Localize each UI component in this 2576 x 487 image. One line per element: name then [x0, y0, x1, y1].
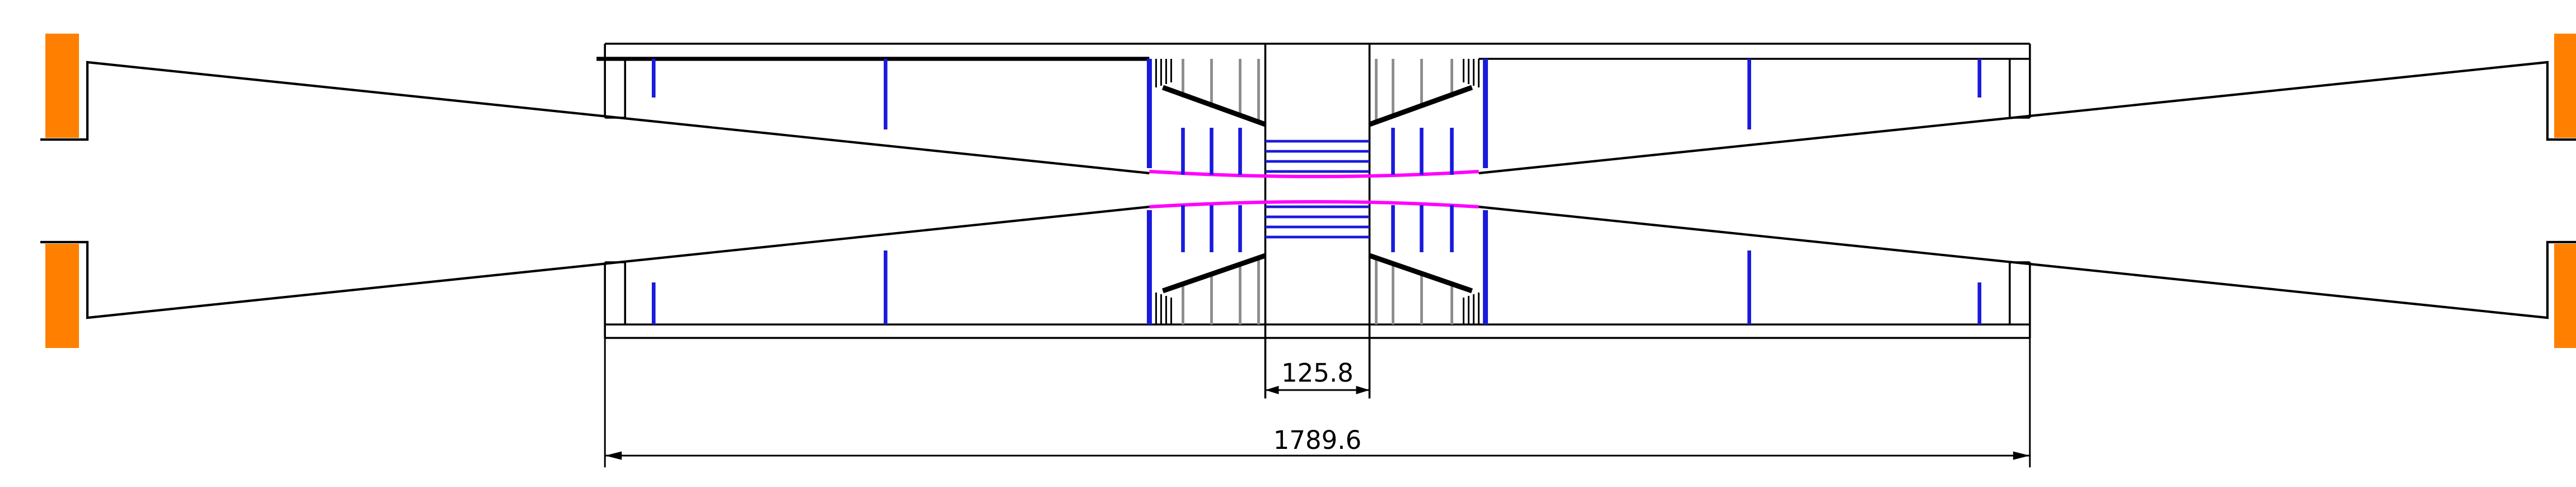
- dimension-inner-gap: 125.8: [1265, 358, 1370, 395]
- end-block-top-left: [45, 34, 80, 138]
- dimension-label: 125.8: [1281, 358, 1354, 388]
- arrow-head-left: [1265, 386, 1279, 395]
- arrow-head-right: [2013, 451, 2030, 460]
- end-blocks: [45, 34, 2576, 348]
- end-block-top-right: [2554, 34, 2576, 138]
- dimension-overall-length: 1789.6: [604, 338, 2031, 467]
- end-block-bottom-right: [2554, 244, 2576, 348]
- outer-frame: [596, 43, 2031, 398]
- beam-pipe-center: [1149, 170, 1479, 208]
- arrow-head-left: [605, 451, 622, 460]
- beam-tubes: [40, 61, 2576, 319]
- dimension-label: 1789.6: [1273, 425, 1361, 455]
- flange-lamination: [1155, 59, 1480, 324]
- end-block-bottom-left: [45, 244, 80, 348]
- gray-elements: [1182, 59, 1453, 324]
- arrow-head-right: [1356, 386, 1370, 395]
- blue-elements: [651, 59, 1982, 324]
- flanges: [1161, 85, 1473, 294]
